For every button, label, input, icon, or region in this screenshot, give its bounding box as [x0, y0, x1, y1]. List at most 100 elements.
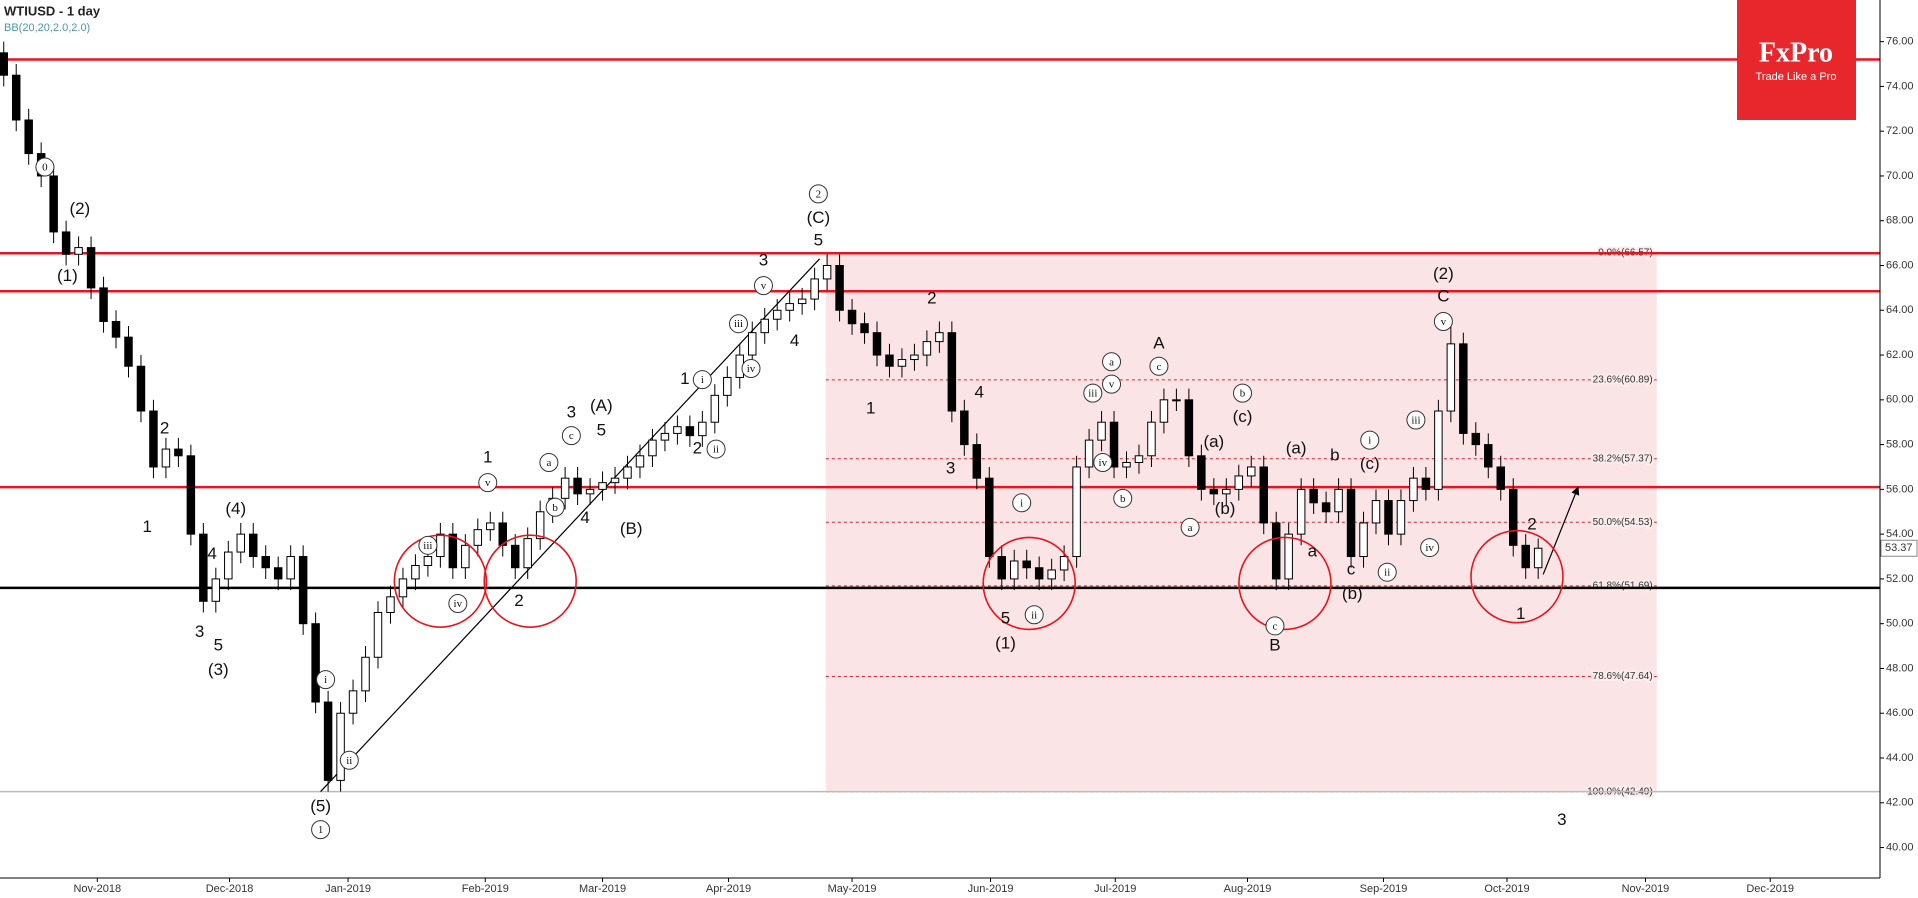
candle-body — [623, 466, 632, 479]
annotation-circle — [1083, 383, 1103, 403]
candle-body — [610, 477, 620, 484]
candle-body — [1047, 569, 1056, 580]
x-tick-label: Dec-2018 — [206, 883, 254, 895]
candle-body — [960, 410, 969, 446]
candle-body — [1009, 560, 1019, 580]
wave-label: (5) — [310, 797, 331, 816]
y-tick-label: 46.00 — [1886, 707, 1914, 719]
candle-body — [111, 320, 121, 338]
fib-label: 61.8%(51.69) — [1593, 580, 1653, 591]
wave-label: (b) — [1215, 499, 1236, 518]
wave-label: i — [1368, 435, 1371, 447]
logo-tagline: Trade Like a Pro — [1756, 71, 1837, 83]
wave-label: 2 — [693, 439, 702, 458]
wave-label: (c) — [1233, 407, 1253, 426]
candle-body — [1097, 421, 1106, 441]
candle-body — [1371, 500, 1381, 524]
candle-body — [373, 611, 383, 658]
annotation-circle — [1360, 430, 1380, 450]
x-tick-label: Dec-2019 — [1746, 883, 1794, 895]
candle-body — [997, 556, 1006, 580]
wave-label: (2) — [1433, 264, 1454, 283]
wave-label: 3 — [946, 459, 955, 478]
y-tick-label: 58.00 — [1886, 439, 1914, 451]
candle-body — [1271, 522, 1281, 580]
highlight-circle — [1470, 529, 1564, 624]
y-tick-label: 68.00 — [1886, 215, 1914, 227]
candle-body — [1471, 432, 1481, 446]
wave-label: v — [1441, 316, 1447, 328]
candle-body — [86, 247, 96, 289]
candle-body — [1508, 488, 1518, 546]
logo-background — [1737, 0, 1856, 120]
candle-body — [1134, 455, 1144, 464]
annotation-circle — [1024, 605, 1044, 625]
candle-body — [161, 448, 171, 468]
trend-line — [320, 258, 821, 792]
x-tick-label: May-2019 — [828, 883, 877, 895]
candle-body — [510, 544, 520, 569]
candle-body — [1396, 500, 1406, 535]
candle-body — [972, 444, 982, 479]
x-tick-label: Jul-2019 — [1094, 883, 1136, 895]
annotation-circle — [692, 370, 712, 390]
candle-body — [872, 332, 882, 356]
candle-body — [1109, 421, 1119, 468]
candle-body — [1421, 477, 1431, 490]
candle-body — [1059, 556, 1069, 571]
annotation-circle — [1093, 453, 1113, 473]
candle-body — [1172, 399, 1181, 402]
logo-name: FxPro — [1759, 37, 1833, 68]
annotation-circle — [339, 750, 359, 770]
candle-body — [897, 359, 907, 367]
annotation-circle — [1406, 410, 1426, 430]
wave-label: v — [1109, 379, 1115, 391]
wave-label: 5 — [1001, 609, 1010, 628]
candle-body — [211, 578, 221, 602]
annotation-circle — [1433, 311, 1453, 331]
candle-body — [685, 426, 695, 437]
candle-body — [1072, 466, 1081, 558]
x-tick-label: Aug-2019 — [1224, 883, 1272, 895]
annotation-circle — [545, 497, 565, 517]
candle-body — [710, 394, 720, 423]
wave-label: (a) — [1203, 432, 1224, 451]
candle-body — [585, 488, 595, 495]
wave-label: 1 — [142, 517, 151, 536]
wave-label: 4 — [790, 331, 799, 350]
candle-body — [461, 544, 470, 569]
x-tick-label: Apr-2019 — [706, 883, 751, 895]
candle-body — [286, 556, 295, 580]
annotation-circle — [1113, 488, 1133, 508]
wave-label: 1 — [680, 369, 689, 388]
wave-label: iv — [747, 363, 756, 375]
wave-label: iv — [454, 598, 463, 610]
wave-label: 3 — [1557, 810, 1566, 829]
candle-body — [411, 564, 420, 580]
annotation-circle — [448, 594, 468, 614]
candle-body — [1234, 475, 1244, 490]
wave-label: c — [1273, 620, 1278, 632]
fib-label: 38.2%(57.37) — [1593, 453, 1653, 464]
candle-body — [1184, 399, 1194, 457]
x-tick-label: Feb-2019 — [462, 883, 509, 895]
candle-body — [1222, 488, 1231, 495]
wave-label: (B) — [620, 519, 643, 538]
candle-body — [810, 278, 819, 300]
wave-label: B — [1269, 636, 1280, 655]
y-tick-label: 44.00 — [1886, 752, 1914, 764]
y-tick-label: 74.00 — [1886, 80, 1914, 92]
candle-body — [822, 265, 832, 280]
wave-label: 3 — [759, 251, 768, 270]
y-tick-label: 56.00 — [1886, 483, 1914, 495]
candle-body — [748, 332, 757, 356]
annotation-circle — [478, 473, 498, 493]
wave-label: (1) — [995, 633, 1016, 652]
candle-body — [174, 448, 183, 457]
wave-label: 1 — [866, 398, 875, 417]
wave-label: (c) — [1360, 454, 1380, 473]
candle-body — [648, 439, 657, 457]
annotation-circle — [729, 314, 749, 334]
candle-body — [760, 318, 769, 334]
